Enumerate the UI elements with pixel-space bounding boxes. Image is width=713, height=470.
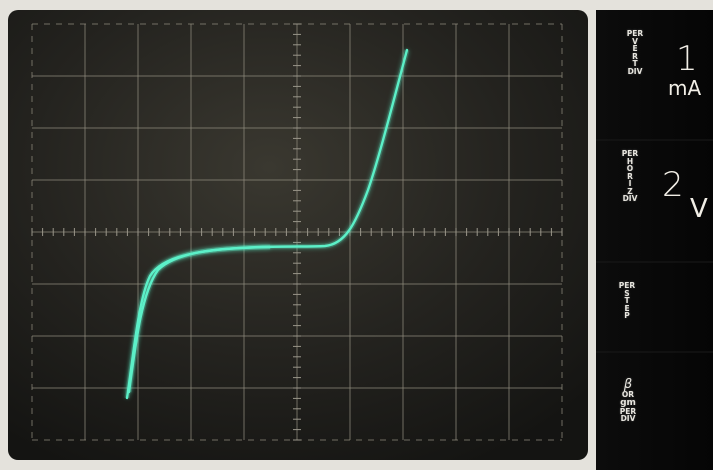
horiz-unit: V — [690, 194, 708, 224]
horiz-caption-letter: R — [627, 171, 633, 181]
horiz-caption-letter: Z — [627, 186, 633, 196]
horiz-caption-letter: O — [626, 164, 634, 173]
beta-caption-gm: gm — [620, 397, 636, 408]
vert-caption: PER V E R T DIV — [626, 30, 644, 75]
crt-face — [8, 10, 588, 460]
step-caption-letter: S — [624, 288, 630, 298]
horiz-value: 2 — [662, 165, 684, 205]
vert-caption-letter: R — [632, 51, 638, 61]
horiz-caption-per: PER — [621, 149, 639, 158]
step-caption: PER S T E P — [617, 282, 637, 320]
vert-caption-letter: E — [632, 44, 638, 53]
step-caption-letter: P — [624, 311, 630, 320]
beta-symbol: β — [623, 377, 633, 392]
step-caption-per: PER — [618, 281, 636, 290]
vert-caption-div: DIV — [627, 66, 643, 76]
trace-curve — [124, 48, 410, 400]
vert-caption-letter: V — [632, 36, 638, 46]
trace-line-main — [125, 48, 409, 400]
step-caption-letter: T — [624, 296, 630, 305]
beta-caption: β OR gm PER DIV — [617, 378, 639, 423]
beta-caption-per: PER — [619, 406, 637, 416]
beta-caption-div: DIV — [620, 414, 636, 423]
readout-panel — [596, 10, 713, 470]
horiz-caption-letter: H — [626, 156, 634, 166]
beta-caption-or: OR — [621, 390, 635, 399]
horiz-caption-div: DIV — [622, 194, 638, 203]
step-caption-letter: E — [624, 303, 630, 313]
vert-caption-per: PER — [626, 29, 644, 38]
vert-caption-letter: T — [632, 59, 638, 68]
horiz-caption-letter: I — [628, 179, 632, 188]
graticule — [31, 23, 563, 441]
vert-value: 1 — [676, 39, 698, 79]
vert-unit: mA — [668, 76, 702, 100]
horiz-caption: PER H O R I Z DIV — [620, 150, 640, 203]
trace-line-branch — [127, 245, 272, 394]
